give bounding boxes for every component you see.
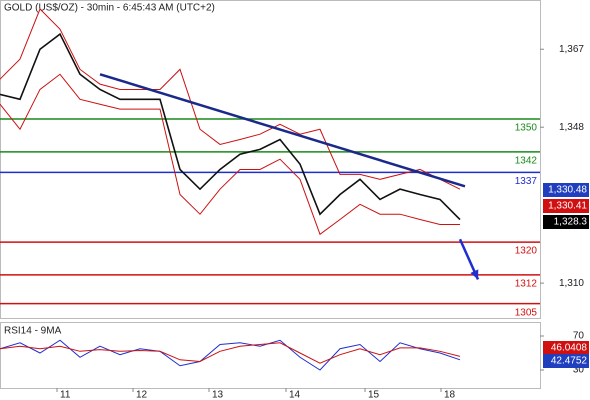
main-panel — [0, 0, 541, 319]
level-label: 1342 — [515, 155, 538, 166]
y-tick-label: 1,348 — [559, 122, 584, 133]
price-tag-label: 1,330.41 — [548, 201, 587, 212]
y-tick-label: 1,310 — [559, 278, 584, 289]
series-line — [0, 73, 460, 236]
price-tag-label: 1,328.3 — [554, 217, 588, 228]
price-tag — [543, 183, 589, 197]
x-tick-label: 15 — [368, 390, 380, 400]
series-line — [0, 342, 461, 364]
series-line — [0, 339, 461, 371]
price-tag — [543, 341, 589, 355]
chart-title: GOLD (US$/OZ) - 30min - 6:45:43 AM (UTC+… — [4, 3, 215, 14]
trend-line — [99, 73, 466, 188]
level-label: 1320 — [515, 246, 538, 257]
price-tag-label: 46.0408 — [551, 343, 588, 354]
x-tick-label: 12 — [136, 390, 148, 400]
level-label: 1312 — [515, 279, 538, 290]
price-tag — [543, 215, 589, 229]
x-tick-label: 14 — [289, 390, 301, 400]
price-tag — [543, 354, 589, 368]
price-tag-label: 42.4752 — [551, 356, 588, 367]
price-tag-label: 1,330.48 — [548, 185, 587, 196]
rsi-title: RSI14 - 9MA — [4, 326, 62, 337]
level-label: 1350 — [515, 123, 538, 134]
rsi-panel — [0, 322, 541, 389]
y-tick-label: 1,367 — [559, 44, 584, 55]
level-label: 1305 — [515, 307, 538, 318]
level-label: 1337 — [515, 176, 538, 187]
x-tick-label: 13 — [212, 390, 224, 400]
x-tick-label: 18 — [444, 390, 456, 400]
series-line — [0, 8, 461, 190]
price-tag — [543, 199, 589, 213]
y-tick-label: 30 — [573, 365, 585, 376]
x-tick-label: 11 — [60, 390, 71, 400]
series-line — [0, 32, 461, 221]
y-tick-label: 70 — [573, 331, 585, 342]
arrow-head — [470, 269, 479, 280]
